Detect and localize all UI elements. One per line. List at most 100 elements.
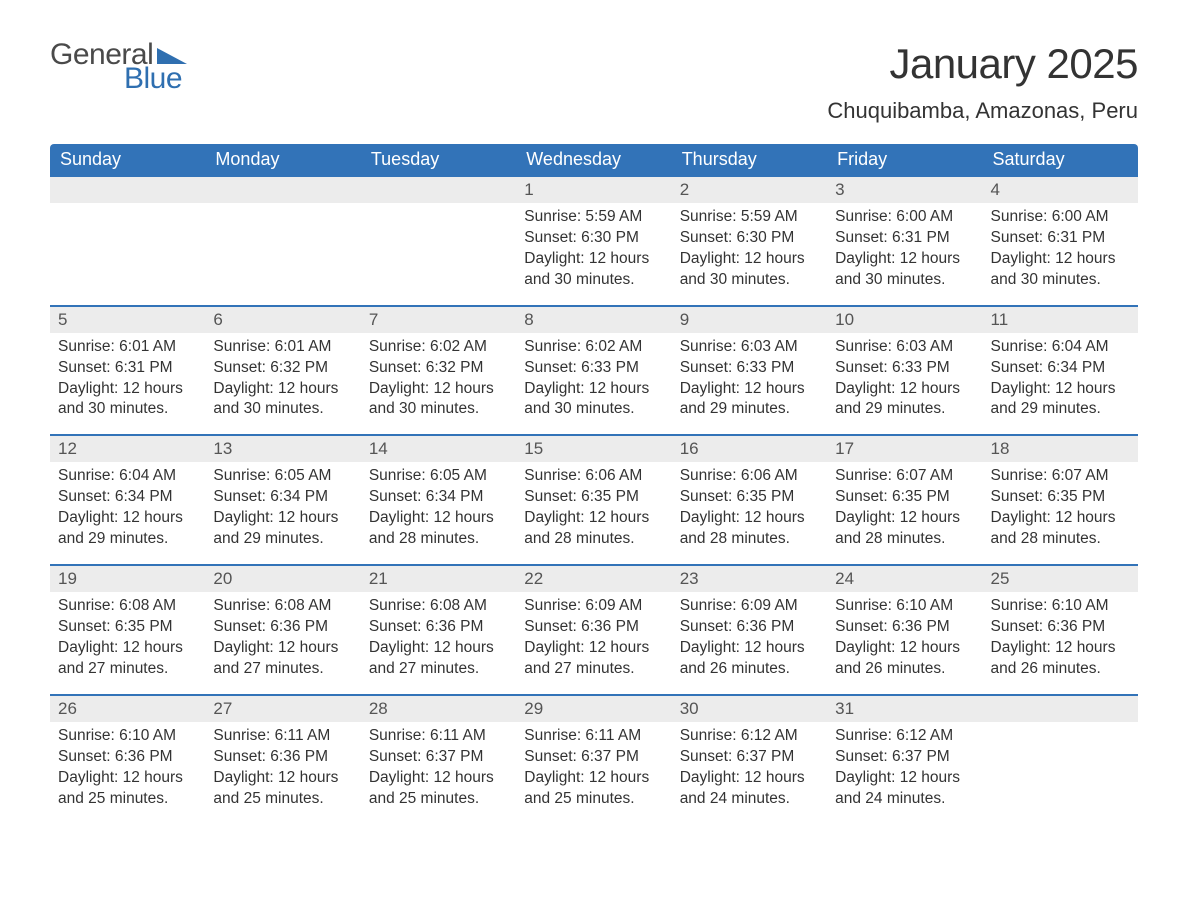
brand-word2: Blue bbox=[124, 64, 191, 94]
calendar-day-cell: 26Sunrise: 6:10 AMSunset: 6:36 PMDayligh… bbox=[50, 695, 205, 824]
day-number: 5 bbox=[50, 307, 205, 333]
brand-logo: General Blue bbox=[50, 40, 191, 94]
day-details bbox=[205, 203, 360, 221]
calendar-day-cell: 24Sunrise: 6:10 AMSunset: 6:36 PMDayligh… bbox=[827, 565, 982, 695]
day-details: Sunrise: 6:12 AMSunset: 6:37 PMDaylight:… bbox=[672, 722, 827, 824]
calendar-day-cell: 31Sunrise: 6:12 AMSunset: 6:37 PMDayligh… bbox=[827, 695, 982, 824]
calendar-day-cell: 3Sunrise: 6:00 AMSunset: 6:31 PMDaylight… bbox=[827, 176, 982, 306]
calendar-day-cell: 19Sunrise: 6:08 AMSunset: 6:35 PMDayligh… bbox=[50, 565, 205, 695]
day-number bbox=[983, 696, 1138, 722]
title-block: January 2025 Chuquibamba, Amazonas, Peru bbox=[827, 40, 1138, 138]
day-number: 8 bbox=[516, 307, 671, 333]
calendar-day-cell: 14Sunrise: 6:05 AMSunset: 6:34 PMDayligh… bbox=[361, 435, 516, 565]
day-details: Sunrise: 6:03 AMSunset: 6:33 PMDaylight:… bbox=[827, 333, 982, 435]
page-header: General Blue January 2025 Chuquibamba, A… bbox=[50, 40, 1138, 138]
day-number: 11 bbox=[983, 307, 1138, 333]
day-number: 19 bbox=[50, 566, 205, 592]
weekday-header: Sunday bbox=[50, 144, 205, 176]
day-details: Sunrise: 6:09 AMSunset: 6:36 PMDaylight:… bbox=[516, 592, 671, 694]
calendar-week-row: 12Sunrise: 6:04 AMSunset: 6:34 PMDayligh… bbox=[50, 435, 1138, 565]
weekday-header: Tuesday bbox=[361, 144, 516, 176]
day-details bbox=[50, 203, 205, 221]
calendar-day-cell: 18Sunrise: 6:07 AMSunset: 6:35 PMDayligh… bbox=[983, 435, 1138, 565]
day-details: Sunrise: 6:02 AMSunset: 6:32 PMDaylight:… bbox=[361, 333, 516, 435]
day-details: Sunrise: 6:10 AMSunset: 6:36 PMDaylight:… bbox=[983, 592, 1138, 694]
calendar-day-cell: 23Sunrise: 6:09 AMSunset: 6:36 PMDayligh… bbox=[672, 565, 827, 695]
calendar-day-cell: 5Sunrise: 6:01 AMSunset: 6:31 PMDaylight… bbox=[50, 306, 205, 436]
calendar-day-cell: 2Sunrise: 5:59 AMSunset: 6:30 PMDaylight… bbox=[672, 176, 827, 306]
day-details bbox=[361, 203, 516, 221]
calendar-day-cell: 9Sunrise: 6:03 AMSunset: 6:33 PMDaylight… bbox=[672, 306, 827, 436]
day-number: 4 bbox=[983, 177, 1138, 203]
calendar-day-cell: 7Sunrise: 6:02 AMSunset: 6:32 PMDaylight… bbox=[361, 306, 516, 436]
day-details: Sunrise: 6:11 AMSunset: 6:37 PMDaylight:… bbox=[516, 722, 671, 824]
day-number: 21 bbox=[361, 566, 516, 592]
weekday-header: Saturday bbox=[983, 144, 1138, 176]
calendar-day-cell: 11Sunrise: 6:04 AMSunset: 6:34 PMDayligh… bbox=[983, 306, 1138, 436]
day-number: 20 bbox=[205, 566, 360, 592]
day-number: 10 bbox=[827, 307, 982, 333]
day-details: Sunrise: 6:09 AMSunset: 6:36 PMDaylight:… bbox=[672, 592, 827, 694]
calendar-day-cell: 1Sunrise: 5:59 AMSunset: 6:30 PMDaylight… bbox=[516, 176, 671, 306]
calendar-week-row: 26Sunrise: 6:10 AMSunset: 6:36 PMDayligh… bbox=[50, 695, 1138, 824]
calendar-week-row: 5Sunrise: 6:01 AMSunset: 6:31 PMDaylight… bbox=[50, 306, 1138, 436]
day-details: Sunrise: 6:08 AMSunset: 6:35 PMDaylight:… bbox=[50, 592, 205, 694]
day-details: Sunrise: 6:02 AMSunset: 6:33 PMDaylight:… bbox=[516, 333, 671, 435]
day-number: 15 bbox=[516, 436, 671, 462]
day-number: 30 bbox=[672, 696, 827, 722]
day-number: 2 bbox=[672, 177, 827, 203]
calendar-day-cell: 4Sunrise: 6:00 AMSunset: 6:31 PMDaylight… bbox=[983, 176, 1138, 306]
weekday-header: Thursday bbox=[672, 144, 827, 176]
calendar-day-cell: 30Sunrise: 6:12 AMSunset: 6:37 PMDayligh… bbox=[672, 695, 827, 824]
calendar-day-cell: 27Sunrise: 6:11 AMSunset: 6:36 PMDayligh… bbox=[205, 695, 360, 824]
day-number bbox=[205, 177, 360, 203]
day-details: Sunrise: 6:07 AMSunset: 6:35 PMDaylight:… bbox=[983, 462, 1138, 564]
day-number: 23 bbox=[672, 566, 827, 592]
day-number: 18 bbox=[983, 436, 1138, 462]
day-details: Sunrise: 6:05 AMSunset: 6:34 PMDaylight:… bbox=[361, 462, 516, 564]
day-number: 27 bbox=[205, 696, 360, 722]
calendar-day-cell: 6Sunrise: 6:01 AMSunset: 6:32 PMDaylight… bbox=[205, 306, 360, 436]
day-details: Sunrise: 6:05 AMSunset: 6:34 PMDaylight:… bbox=[205, 462, 360, 564]
day-details: Sunrise: 6:06 AMSunset: 6:35 PMDaylight:… bbox=[516, 462, 671, 564]
calendar-day-cell: 29Sunrise: 6:11 AMSunset: 6:37 PMDayligh… bbox=[516, 695, 671, 824]
calendar-day-cell: 20Sunrise: 6:08 AMSunset: 6:36 PMDayligh… bbox=[205, 565, 360, 695]
calendar-day-cell: 16Sunrise: 6:06 AMSunset: 6:35 PMDayligh… bbox=[672, 435, 827, 565]
day-details: Sunrise: 5:59 AMSunset: 6:30 PMDaylight:… bbox=[672, 203, 827, 305]
calendar-day-cell: 22Sunrise: 6:09 AMSunset: 6:36 PMDayligh… bbox=[516, 565, 671, 695]
day-number: 16 bbox=[672, 436, 827, 462]
location-subtitle: Chuquibamba, Amazonas, Peru bbox=[827, 98, 1138, 124]
day-details: Sunrise: 6:03 AMSunset: 6:33 PMDaylight:… bbox=[672, 333, 827, 435]
calendar-day-cell bbox=[50, 176, 205, 306]
day-number bbox=[50, 177, 205, 203]
day-details: Sunrise: 6:08 AMSunset: 6:36 PMDaylight:… bbox=[361, 592, 516, 694]
calendar-day-cell: 28Sunrise: 6:11 AMSunset: 6:37 PMDayligh… bbox=[361, 695, 516, 824]
calendar-day-cell: 15Sunrise: 6:06 AMSunset: 6:35 PMDayligh… bbox=[516, 435, 671, 565]
day-number: 24 bbox=[827, 566, 982, 592]
day-details: Sunrise: 6:11 AMSunset: 6:37 PMDaylight:… bbox=[361, 722, 516, 824]
weekday-header: Monday bbox=[205, 144, 360, 176]
day-details bbox=[983, 722, 1138, 740]
calendar-day-cell: 12Sunrise: 6:04 AMSunset: 6:34 PMDayligh… bbox=[50, 435, 205, 565]
calendar-day-cell bbox=[983, 695, 1138, 824]
calendar-day-cell: 8Sunrise: 6:02 AMSunset: 6:33 PMDaylight… bbox=[516, 306, 671, 436]
day-number: 25 bbox=[983, 566, 1138, 592]
calendar-day-cell: 13Sunrise: 6:05 AMSunset: 6:34 PMDayligh… bbox=[205, 435, 360, 565]
day-number: 22 bbox=[516, 566, 671, 592]
day-number: 6 bbox=[205, 307, 360, 333]
day-details: Sunrise: 6:11 AMSunset: 6:36 PMDaylight:… bbox=[205, 722, 360, 824]
day-details: Sunrise: 6:08 AMSunset: 6:36 PMDaylight:… bbox=[205, 592, 360, 694]
calendar-week-row: 1Sunrise: 5:59 AMSunset: 6:30 PMDaylight… bbox=[50, 176, 1138, 306]
day-number: 29 bbox=[516, 696, 671, 722]
day-details: Sunrise: 6:10 AMSunset: 6:36 PMDaylight:… bbox=[50, 722, 205, 824]
calendar-day-cell bbox=[361, 176, 516, 306]
day-number: 7 bbox=[361, 307, 516, 333]
day-number: 28 bbox=[361, 696, 516, 722]
calendar-day-cell: 17Sunrise: 6:07 AMSunset: 6:35 PMDayligh… bbox=[827, 435, 982, 565]
day-details: Sunrise: 6:10 AMSunset: 6:36 PMDaylight:… bbox=[827, 592, 982, 694]
calendar-day-cell: 10Sunrise: 6:03 AMSunset: 6:33 PMDayligh… bbox=[827, 306, 982, 436]
day-number: 31 bbox=[827, 696, 982, 722]
calendar-day-cell: 21Sunrise: 6:08 AMSunset: 6:36 PMDayligh… bbox=[361, 565, 516, 695]
day-details: Sunrise: 6:00 AMSunset: 6:31 PMDaylight:… bbox=[983, 203, 1138, 305]
day-details: Sunrise: 6:07 AMSunset: 6:35 PMDaylight:… bbox=[827, 462, 982, 564]
